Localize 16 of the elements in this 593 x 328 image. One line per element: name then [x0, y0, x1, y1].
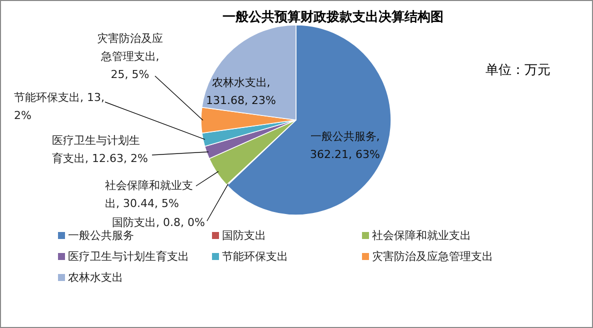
- legend-label: 国防支出: [222, 229, 266, 242]
- data-label: 医疗卫生与计划生育支出, 12.63, 2%: [52, 134, 148, 165]
- legend-label: 医疗卫生与计划生育支出: [68, 250, 189, 263]
- data-label: 社会保障和就业支出, 30.44, 5%: [105, 179, 193, 210]
- data-label: 农林水支出, 131.68, 23%: [206, 76, 276, 107]
- legend-label: 灾害防治及应急管理支出: [372, 250, 493, 263]
- legend-label: 社会保障和就业支出: [372, 229, 471, 242]
- legend-label: 一般公共服务: [68, 229, 134, 242]
- legend-label: 农林水支出: [68, 271, 123, 284]
- data-label: 灾害防治及应急管理支出, 25, 5%: [97, 32, 163, 81]
- text: 单位：万元: [486, 63, 550, 78]
- data-label: 一般公共服务, 362.21, 63%: [310, 130, 380, 161]
- data-label: 国防支出, 0.8, 0%: [112, 216, 205, 229]
- data-label: 节能环保支出, 13, 2%: [14, 91, 104, 122]
- chart-title: 一般公共预算财政拨款支出决算结构图: [222, 9, 444, 25]
- legend-label: 节能环保支出: [222, 250, 288, 263]
